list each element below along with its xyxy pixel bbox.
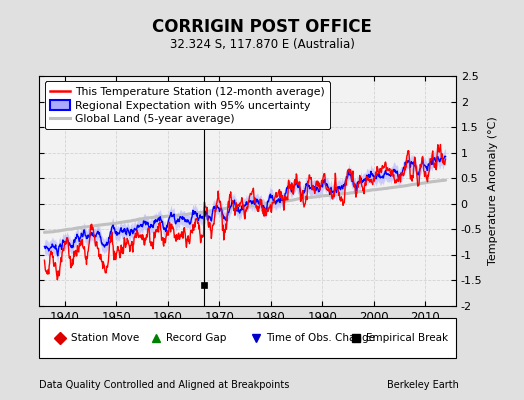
Text: Record Gap: Record Gap <box>166 333 227 343</box>
Y-axis label: Temperature Anomaly (°C): Temperature Anomaly (°C) <box>488 117 498 265</box>
Legend: This Temperature Station (12-month average), Regional Expectation with 95% uncer: This Temperature Station (12-month avera… <box>45 82 330 129</box>
Text: Time of Obs. Change: Time of Obs. Change <box>266 333 375 343</box>
FancyBboxPatch shape <box>39 318 456 358</box>
Text: Station Move: Station Move <box>71 333 139 343</box>
Text: Empirical Break: Empirical Break <box>366 333 449 343</box>
Text: Berkeley Earth: Berkeley Earth <box>387 380 458 390</box>
Text: 32.324 S, 117.870 E (Australia): 32.324 S, 117.870 E (Australia) <box>170 38 354 51</box>
Text: Data Quality Controlled and Aligned at Breakpoints: Data Quality Controlled and Aligned at B… <box>39 380 290 390</box>
Text: CORRIGIN POST OFFICE: CORRIGIN POST OFFICE <box>152 18 372 36</box>
